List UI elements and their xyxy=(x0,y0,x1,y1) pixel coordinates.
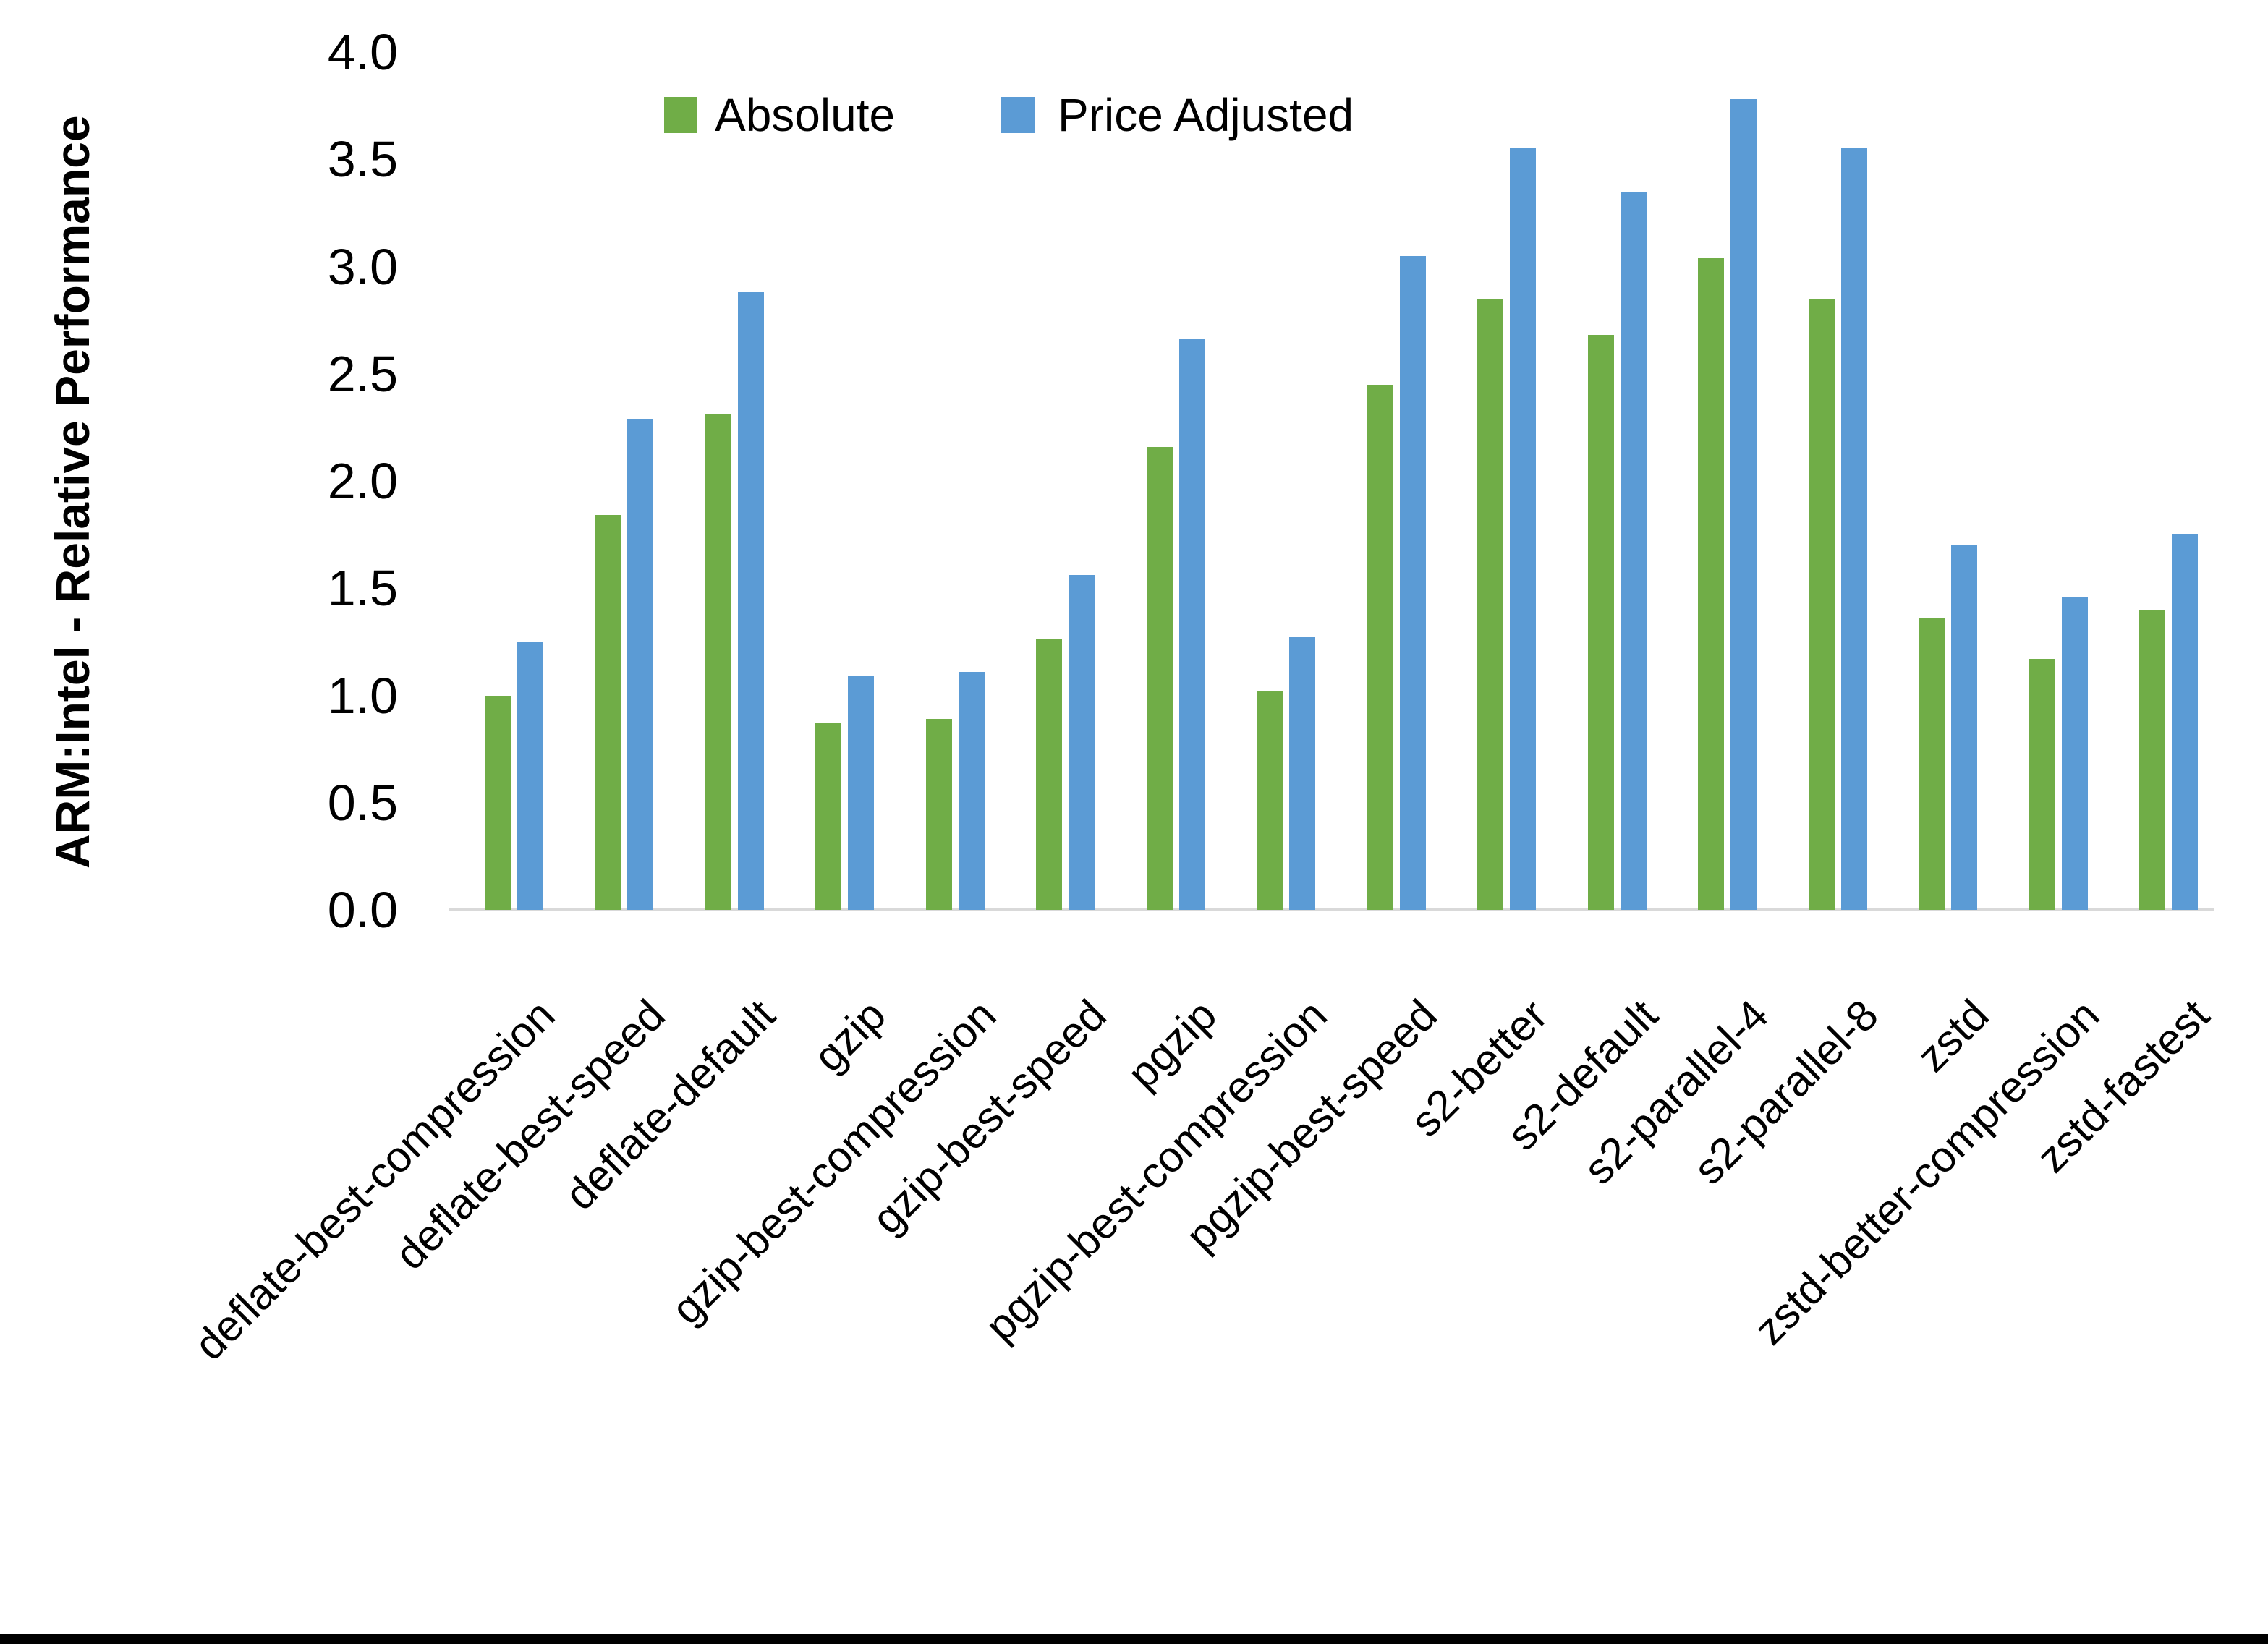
bar-absolute-deflate-default xyxy=(705,414,731,910)
y-tick-label: 3.5 xyxy=(327,131,398,188)
bar-price-adjusted-gzip xyxy=(848,676,875,910)
bar-price-adjusted-pgzip-best-compression xyxy=(1289,637,1316,910)
bar-price-adjusted-pgzip xyxy=(1178,339,1205,910)
y-tick-label: 2.5 xyxy=(327,345,398,402)
y-tick-label: 4.0 xyxy=(327,24,398,80)
y-tick-label: 0.5 xyxy=(327,774,398,831)
bar-absolute-s2-parallel-4 xyxy=(1698,257,1725,910)
bar-price-adjusted-gzip-best-compression xyxy=(958,671,985,910)
bar-absolute-zstd-fastest xyxy=(2139,609,2166,910)
bar-absolute-gzip xyxy=(815,723,842,910)
legend-swatch-icon xyxy=(1001,97,1035,133)
bar-absolute-deflate-best-compression xyxy=(484,695,511,910)
bar-absolute-pgzip-best-compression xyxy=(1257,691,1283,910)
x-category-label: gzip xyxy=(804,990,895,1081)
bar-absolute-s2-default xyxy=(1587,335,1614,910)
bar-price-adjusted-s2-default xyxy=(1620,191,1647,910)
bar-price-adjusted-zstd-fastest xyxy=(2172,534,2199,910)
bar-price-adjusted-gzip-best-speed xyxy=(1069,575,1095,910)
x-axis-line xyxy=(449,908,2214,911)
bar-absolute-deflate-best-speed xyxy=(595,515,621,910)
bar-absolute-pgzip xyxy=(1146,446,1173,910)
legend-swatch-icon xyxy=(664,97,697,133)
legend-label: Absolute xyxy=(715,89,896,141)
bar-price-adjusted-s2-parallel-4 xyxy=(1730,99,1757,910)
bar-price-adjusted-deflate-best-compression xyxy=(517,642,543,910)
y-tick-label: 1.0 xyxy=(327,667,398,724)
bar-price-adjusted-s2-better xyxy=(1510,148,1537,910)
bar-price-adjusted-s2-parallel-8 xyxy=(1840,148,1867,910)
bar-absolute-gzip-best-speed xyxy=(1036,639,1063,910)
bar-price-adjusted-zstd-better-compression xyxy=(2061,597,2088,910)
y-axis-title: ARM:Intel - Relative Performance xyxy=(46,115,99,869)
bar-price-adjusted-deflate-default xyxy=(737,292,764,910)
bar-absolute-zstd xyxy=(1919,618,1945,910)
bar-absolute-gzip-best-compression xyxy=(925,719,952,910)
bottom-border xyxy=(0,1634,2268,1644)
y-tick-label: 3.0 xyxy=(327,238,398,295)
bar-absolute-zstd-better-compression xyxy=(2029,659,2055,910)
y-tick-label: 1.5 xyxy=(327,560,398,617)
legend-label: Price Adjusted xyxy=(1058,89,1354,141)
bar-price-adjusted-zstd xyxy=(1951,545,1978,910)
x-category-label: zstd xyxy=(1907,990,1998,1081)
bar-price-adjusted-pgzip-best-speed xyxy=(1399,255,1426,910)
bar-absolute-s2-better xyxy=(1477,298,1504,910)
bar-absolute-pgzip-best-speed xyxy=(1367,384,1393,910)
bar-price-adjusted-deflate-best-speed xyxy=(627,419,654,910)
y-tick-label: 0.0 xyxy=(327,882,398,938)
bar-absolute-s2-parallel-8 xyxy=(1808,298,1835,910)
y-tick-label: 2.0 xyxy=(327,453,398,509)
